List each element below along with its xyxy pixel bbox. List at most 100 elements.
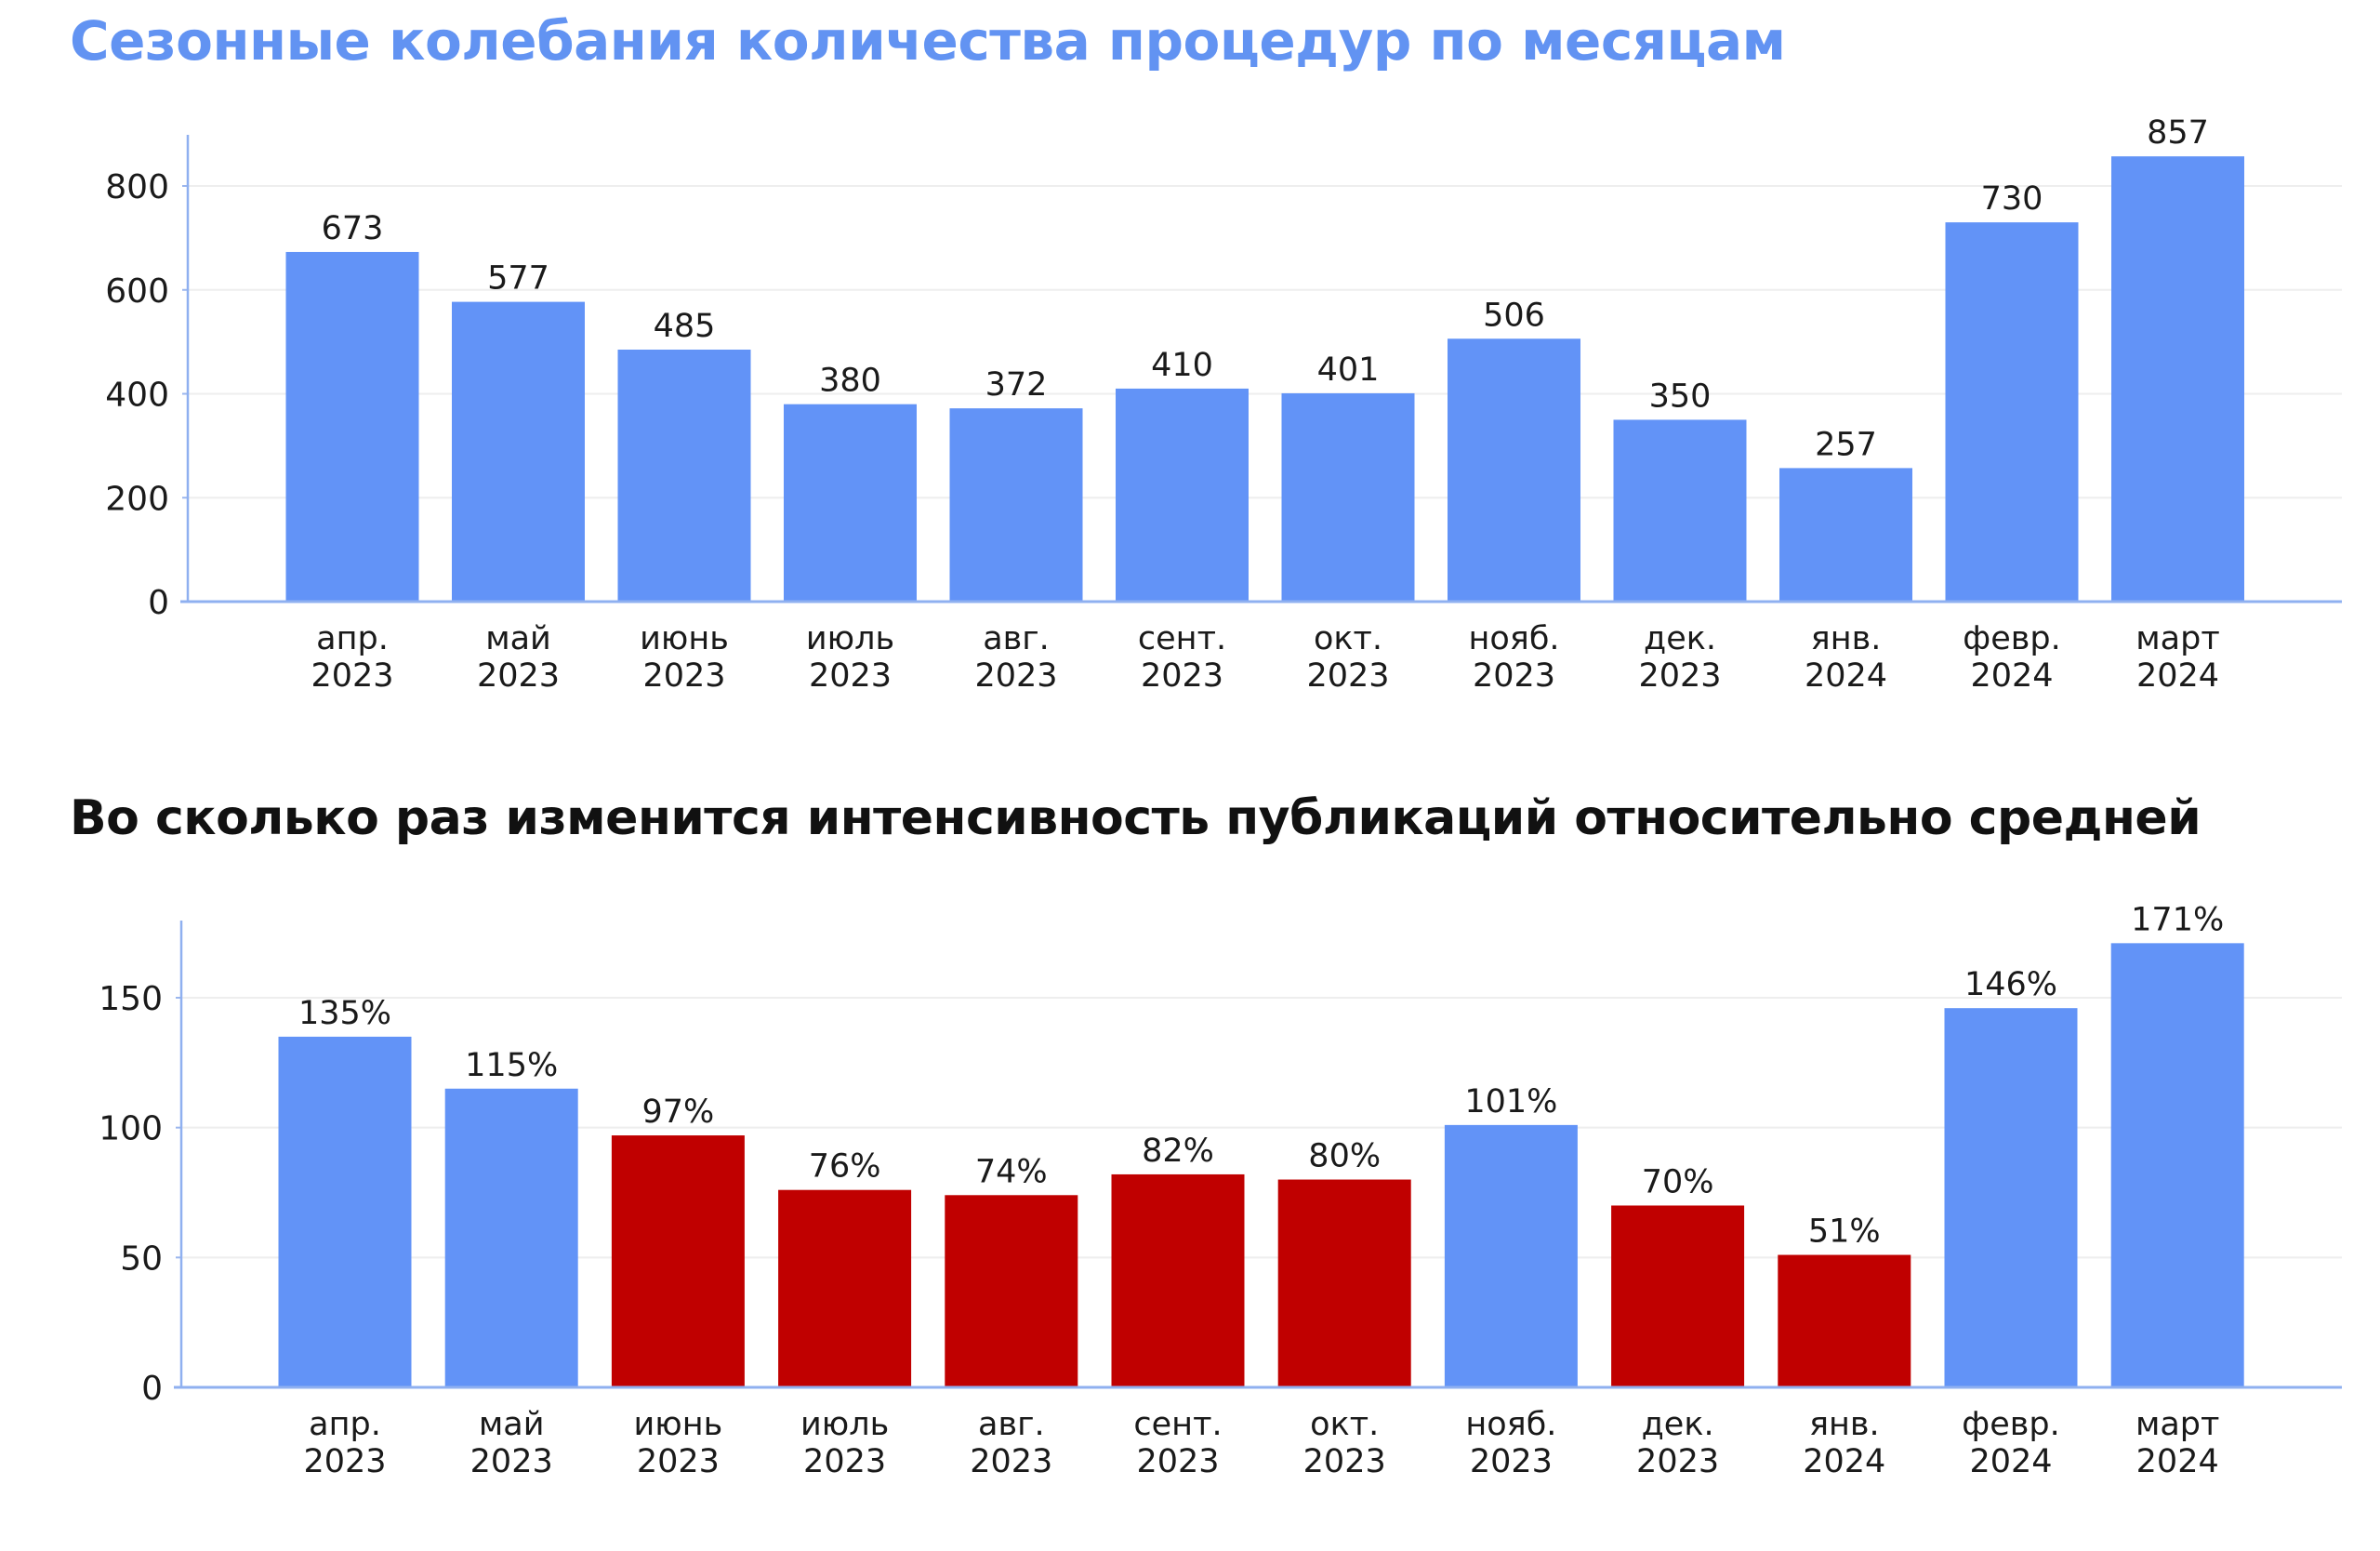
bar-май-2023 <box>444 1088 578 1387</box>
bar-дек.-2023 <box>1611 1205 1745 1387</box>
data-label: 485 <box>654 308 716 345</box>
data-label: 350 <box>1649 378 1712 415</box>
bar-июль-2023 <box>778 1189 912 1387</box>
x-tick-label-month: июнь <box>640 620 729 657</box>
data-label: 401 <box>1317 351 1380 389</box>
bar-окт.-2023 <box>1277 1179 1411 1387</box>
bar-апр.-2023 <box>278 1036 412 1387</box>
x-tick-label-year: 2023 <box>637 1443 720 1480</box>
bar-нояб.-2023 <box>1448 338 1580 602</box>
y-tick-label: 0 <box>141 1370 163 1408</box>
x-tick-label-year: 2023 <box>1470 1443 1553 1480</box>
x-tick-label-month: янв. <box>1811 620 1882 657</box>
bar-апр.-2023 <box>285 251 419 602</box>
x-tick-label-month: нояб. <box>1465 1406 1556 1443</box>
chart-2-title: Во сколько раз изменится интенсивность п… <box>70 790 2202 846</box>
data-label: 506 <box>1483 297 1545 334</box>
data-label: 730 <box>1981 180 2043 218</box>
y-tick-label: 800 <box>105 168 169 206</box>
bar-июнь-2023 <box>617 350 751 602</box>
bar-июнь-2023 <box>611 1135 745 1387</box>
data-label: 135% <box>298 995 391 1032</box>
x-tick-label-year: 2023 <box>1473 657 1555 695</box>
data-label: 380 <box>819 363 881 400</box>
x-tick-label-year: 2024 <box>1969 1443 2052 1480</box>
x-tick-label-year: 2023 <box>311 657 393 695</box>
bar-февр.-2024 <box>1944 1008 2078 1387</box>
x-tick-label-month: июнь <box>634 1406 723 1443</box>
data-label: 171% <box>2131 901 2224 938</box>
x-tick-label-year: 2023 <box>1306 657 1389 695</box>
bar-янв.-2024 <box>1778 1254 1911 1387</box>
x-tick-label-month: февр. <box>1962 1406 2059 1443</box>
y-tick-label: 600 <box>105 272 169 311</box>
x-tick-label-year: 2023 <box>470 1443 553 1480</box>
data-label: 115% <box>465 1047 558 1084</box>
x-tick-label-year: 2024 <box>1805 657 1887 695</box>
y-tick-label: 150 <box>99 980 163 1018</box>
y-tick-label: 100 <box>99 1110 163 1148</box>
x-tick-label-month: янв. <box>1809 1406 1880 1443</box>
data-label: 82% <box>1142 1133 1214 1170</box>
data-label: 76% <box>809 1148 881 1186</box>
bar-февр.-2024 <box>1945 222 2079 603</box>
x-tick-label-month: авг. <box>978 1406 1045 1443</box>
x-tick-label-year: 2024 <box>2136 1443 2219 1480</box>
x-tick-label-year: 2023 <box>970 1443 1052 1480</box>
data-label: 577 <box>487 260 549 298</box>
bar-нояб.-2023 <box>1444 1124 1578 1387</box>
y-tick-label: 50 <box>120 1239 163 1278</box>
data-label: 410 <box>1151 347 1213 384</box>
bar-янв.-2024 <box>1779 468 1912 602</box>
bar-сент.-2023 <box>1111 1173 1245 1387</box>
x-tick-label-year: 2023 <box>809 657 892 695</box>
data-label: 257 <box>1815 426 1877 463</box>
x-tick-label-year: 2023 <box>1141 657 1223 695</box>
y-tick-label: 0 <box>148 584 169 622</box>
x-tick-label-year: 2024 <box>1803 1443 1885 1480</box>
bar-июль-2023 <box>784 404 917 602</box>
data-label: 146% <box>1964 966 2057 1003</box>
x-tick-label-month: дек. <box>1642 1406 1714 1443</box>
bar-авг.-2023 <box>949 408 1083 602</box>
data-label: 857 <box>2147 114 2209 152</box>
x-tick-label-year: 2023 <box>1638 657 1721 695</box>
x-tick-label-year: 2023 <box>642 657 725 695</box>
bar-окт.-2023 <box>1281 392 1415 602</box>
x-tick-label-month: сент. <box>1133 1406 1222 1443</box>
x-tick-label-year: 2023 <box>1303 1443 1386 1480</box>
bar-март-2024 <box>2111 156 2244 602</box>
x-tick-label-month: апр. <box>316 620 389 657</box>
bar-сент.-2023 <box>1116 388 1249 602</box>
x-tick-label-year: 2023 <box>477 657 560 695</box>
x-tick-label-month: сент. <box>1138 620 1226 657</box>
chart-1-title: Сезонные колебания количества процедур п… <box>70 9 1786 73</box>
x-tick-label-month: июль <box>800 1406 889 1443</box>
x-tick-label-year: 2023 <box>974 657 1057 695</box>
data-label: 673 <box>322 210 384 247</box>
x-tick-label-month: окт. <box>1314 620 1382 657</box>
data-label: 70% <box>1642 1163 1714 1200</box>
x-tick-label-month: июль <box>806 620 894 657</box>
x-tick-label-month: окт. <box>1310 1406 1379 1443</box>
data-label: 74% <box>975 1153 1048 1190</box>
x-tick-label-month: май <box>485 620 551 657</box>
x-tick-label-year: 2024 <box>1970 657 2053 695</box>
bar-дек.-2023 <box>1613 419 1747 602</box>
x-tick-label-month: март <box>2135 1406 2219 1443</box>
x-tick-label-month: февр. <box>1963 620 2060 657</box>
y-tick-label: 400 <box>105 377 169 415</box>
x-tick-label-year: 2023 <box>303 1443 386 1480</box>
data-label: 372 <box>985 366 1048 404</box>
x-tick-label-year: 2024 <box>2136 657 2219 695</box>
bar-март-2024 <box>2110 943 2244 1387</box>
x-tick-label-year: 2023 <box>803 1443 886 1480</box>
x-tick-label-month: авг. <box>983 620 1050 657</box>
x-tick-label-month: нояб. <box>1468 620 1559 657</box>
x-tick-label-year: 2023 <box>1136 1443 1219 1480</box>
x-tick-label-month: март <box>2135 620 2219 657</box>
bar-авг.-2023 <box>945 1195 1078 1387</box>
x-tick-label-year: 2023 <box>1636 1443 1719 1480</box>
bar-май-2023 <box>452 301 585 602</box>
